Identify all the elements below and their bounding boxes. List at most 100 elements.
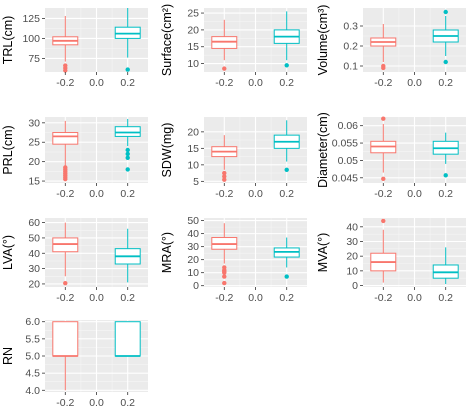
outlier-point: [222, 177, 227, 182]
y-tick-label: 25: [28, 137, 40, 149]
y-tick-label: 20: [346, 251, 358, 263]
box-x-0.2: [370, 218, 397, 283]
x-tick-label: 0.0: [407, 188, 422, 200]
outlier-point: [63, 280, 68, 286]
x-tick-label: -0.2: [56, 188, 74, 200]
outlier-point: [125, 167, 130, 172]
y-tick-label: 0: [352, 280, 358, 292]
panel-diameter-cm: 0.045 0.05 0.055 0.06 -0.2 0.0 0.2 Diameter(cm): [316, 112, 466, 200]
box-x0.2: [114, 118, 141, 172]
y-tick-label: 50: [28, 232, 40, 244]
box-x-0.2: [211, 135, 238, 182]
box-iqr: [114, 321, 141, 357]
panel-sdw-mg: 5 10 15 20 -0.2 0.0 0.2 SDW(mg): [160, 117, 307, 200]
box-x-0.2: [211, 223, 238, 286]
x-tick-label: 0.0: [89, 292, 104, 304]
panel-lva: 20 30 40 50 60 -0.2 0.0 0.2 LVA(°): [1, 217, 148, 304]
outlier-point: [125, 147, 130, 153]
box-x-0.2: [52, 321, 79, 391]
x-tick-label: 0.2: [120, 77, 135, 89]
y-axis-title: Surface(cm²): [160, 4, 174, 76]
outlier-point: [222, 66, 227, 71]
outlier-point: [222, 274, 227, 279]
outlier-point: [443, 59, 448, 65]
y-tick-label: 4.5: [25, 368, 40, 380]
y-tick-label: 0.1: [343, 61, 358, 73]
x-tick-label: 0.0: [407, 292, 422, 304]
outlier-point: [284, 63, 289, 68]
outlier-point: [284, 167, 289, 172]
y-tick-label: 30: [28, 117, 40, 129]
y-tick-label: 10: [187, 267, 199, 279]
x-tick-label: 0.2: [120, 188, 135, 200]
outlier-point: [222, 280, 227, 286]
box-iqr: [114, 126, 141, 137]
x-tick-label: -0.2: [374, 77, 392, 89]
panel-trl-cm: 75 100 125 -0.2 0.0 0.2 TRL(cm): [1, 8, 148, 89]
y-tick-label: 25: [187, 8, 199, 20]
outlier-point: [125, 155, 130, 160]
y-tick-label: 10: [187, 159, 199, 171]
x-tick-label: 0.0: [248, 188, 263, 200]
y-tick-label: 125: [22, 13, 40, 25]
box-x-0.2: [370, 24, 397, 71]
y-axis-title: PRL(cm): [1, 125, 15, 174]
y-tick-label: 30: [187, 241, 199, 253]
y-tick-label: 20: [187, 254, 199, 266]
panel-surface-cm: 10 15 20 25 -0.2 0.0 0.2 Surface(cm²): [160, 4, 307, 89]
outlier-point: [222, 174, 227, 179]
y-tick-label: 5.0: [25, 351, 40, 363]
y-tick-label: 20: [28, 156, 40, 168]
y-tick-label: 100: [22, 33, 40, 45]
box-x-0.2: [52, 222, 79, 286]
box-x0.2: [273, 120, 300, 172]
y-tick-label: 5: [193, 176, 199, 188]
outlier-point: [443, 173, 448, 178]
x-tick-label: -0.2: [56, 77, 74, 89]
y-axis-title: MRA(°): [160, 232, 174, 273]
x-tick-label: 0.2: [120, 292, 135, 304]
y-tick-label: 40: [346, 221, 358, 233]
y-tick-label: 30: [28, 263, 40, 275]
y-tick-label: 30: [346, 236, 358, 248]
x-tick-label: -0.2: [374, 292, 392, 304]
y-tick-label: 0.05: [338, 155, 359, 167]
y-tick-label: 15: [28, 176, 40, 188]
x-tick-label: -0.2: [215, 292, 233, 304]
y-tick-label: 75: [28, 53, 40, 65]
y-tick-label: 0: [193, 280, 199, 292]
x-tick-label: 0.2: [279, 77, 294, 89]
outlier-point: [125, 67, 130, 72]
box-x0.2: [114, 8, 141, 72]
x-tick-label: 0.2: [438, 188, 453, 200]
y-tick-label: 20: [187, 126, 199, 138]
box-x0.2: [273, 237, 300, 279]
y-tick-label: 5.5: [25, 333, 40, 345]
y-axis-title: LVA(°): [1, 235, 15, 270]
y-tick-label: 20: [187, 24, 199, 36]
x-tick-label: 0.2: [279, 188, 294, 200]
y-tick-label: 50: [187, 215, 199, 227]
outlier-point: [63, 176, 68, 182]
y-axis-title: RN: [1, 347, 15, 365]
y-axis-title: MVA(°): [316, 233, 330, 272]
y-tick-label: 0.06: [338, 120, 359, 132]
x-tick-label: -0.2: [215, 188, 233, 200]
y-axis-title: Volume(cm³): [316, 5, 330, 76]
x-tick-label: 0.2: [120, 397, 135, 409]
box-x0.2: [432, 247, 459, 285]
y-tick-label: 0.3: [343, 21, 358, 33]
box-x-0.2: [52, 120, 79, 182]
y-tick-label: 15: [187, 41, 199, 53]
x-tick-label: 0.2: [279, 292, 294, 304]
outlier-point: [222, 170, 227, 176]
x-tick-label: 0.2: [438, 292, 453, 304]
y-tick-label: 4.0: [25, 385, 40, 397]
x-tick-label: -0.2: [56, 292, 74, 304]
y-tick-label: 10: [346, 265, 358, 277]
box-x-0.2: [211, 19, 238, 71]
y-tick-label: 0.045: [332, 172, 358, 184]
x-tick-label: -0.2: [215, 77, 233, 89]
